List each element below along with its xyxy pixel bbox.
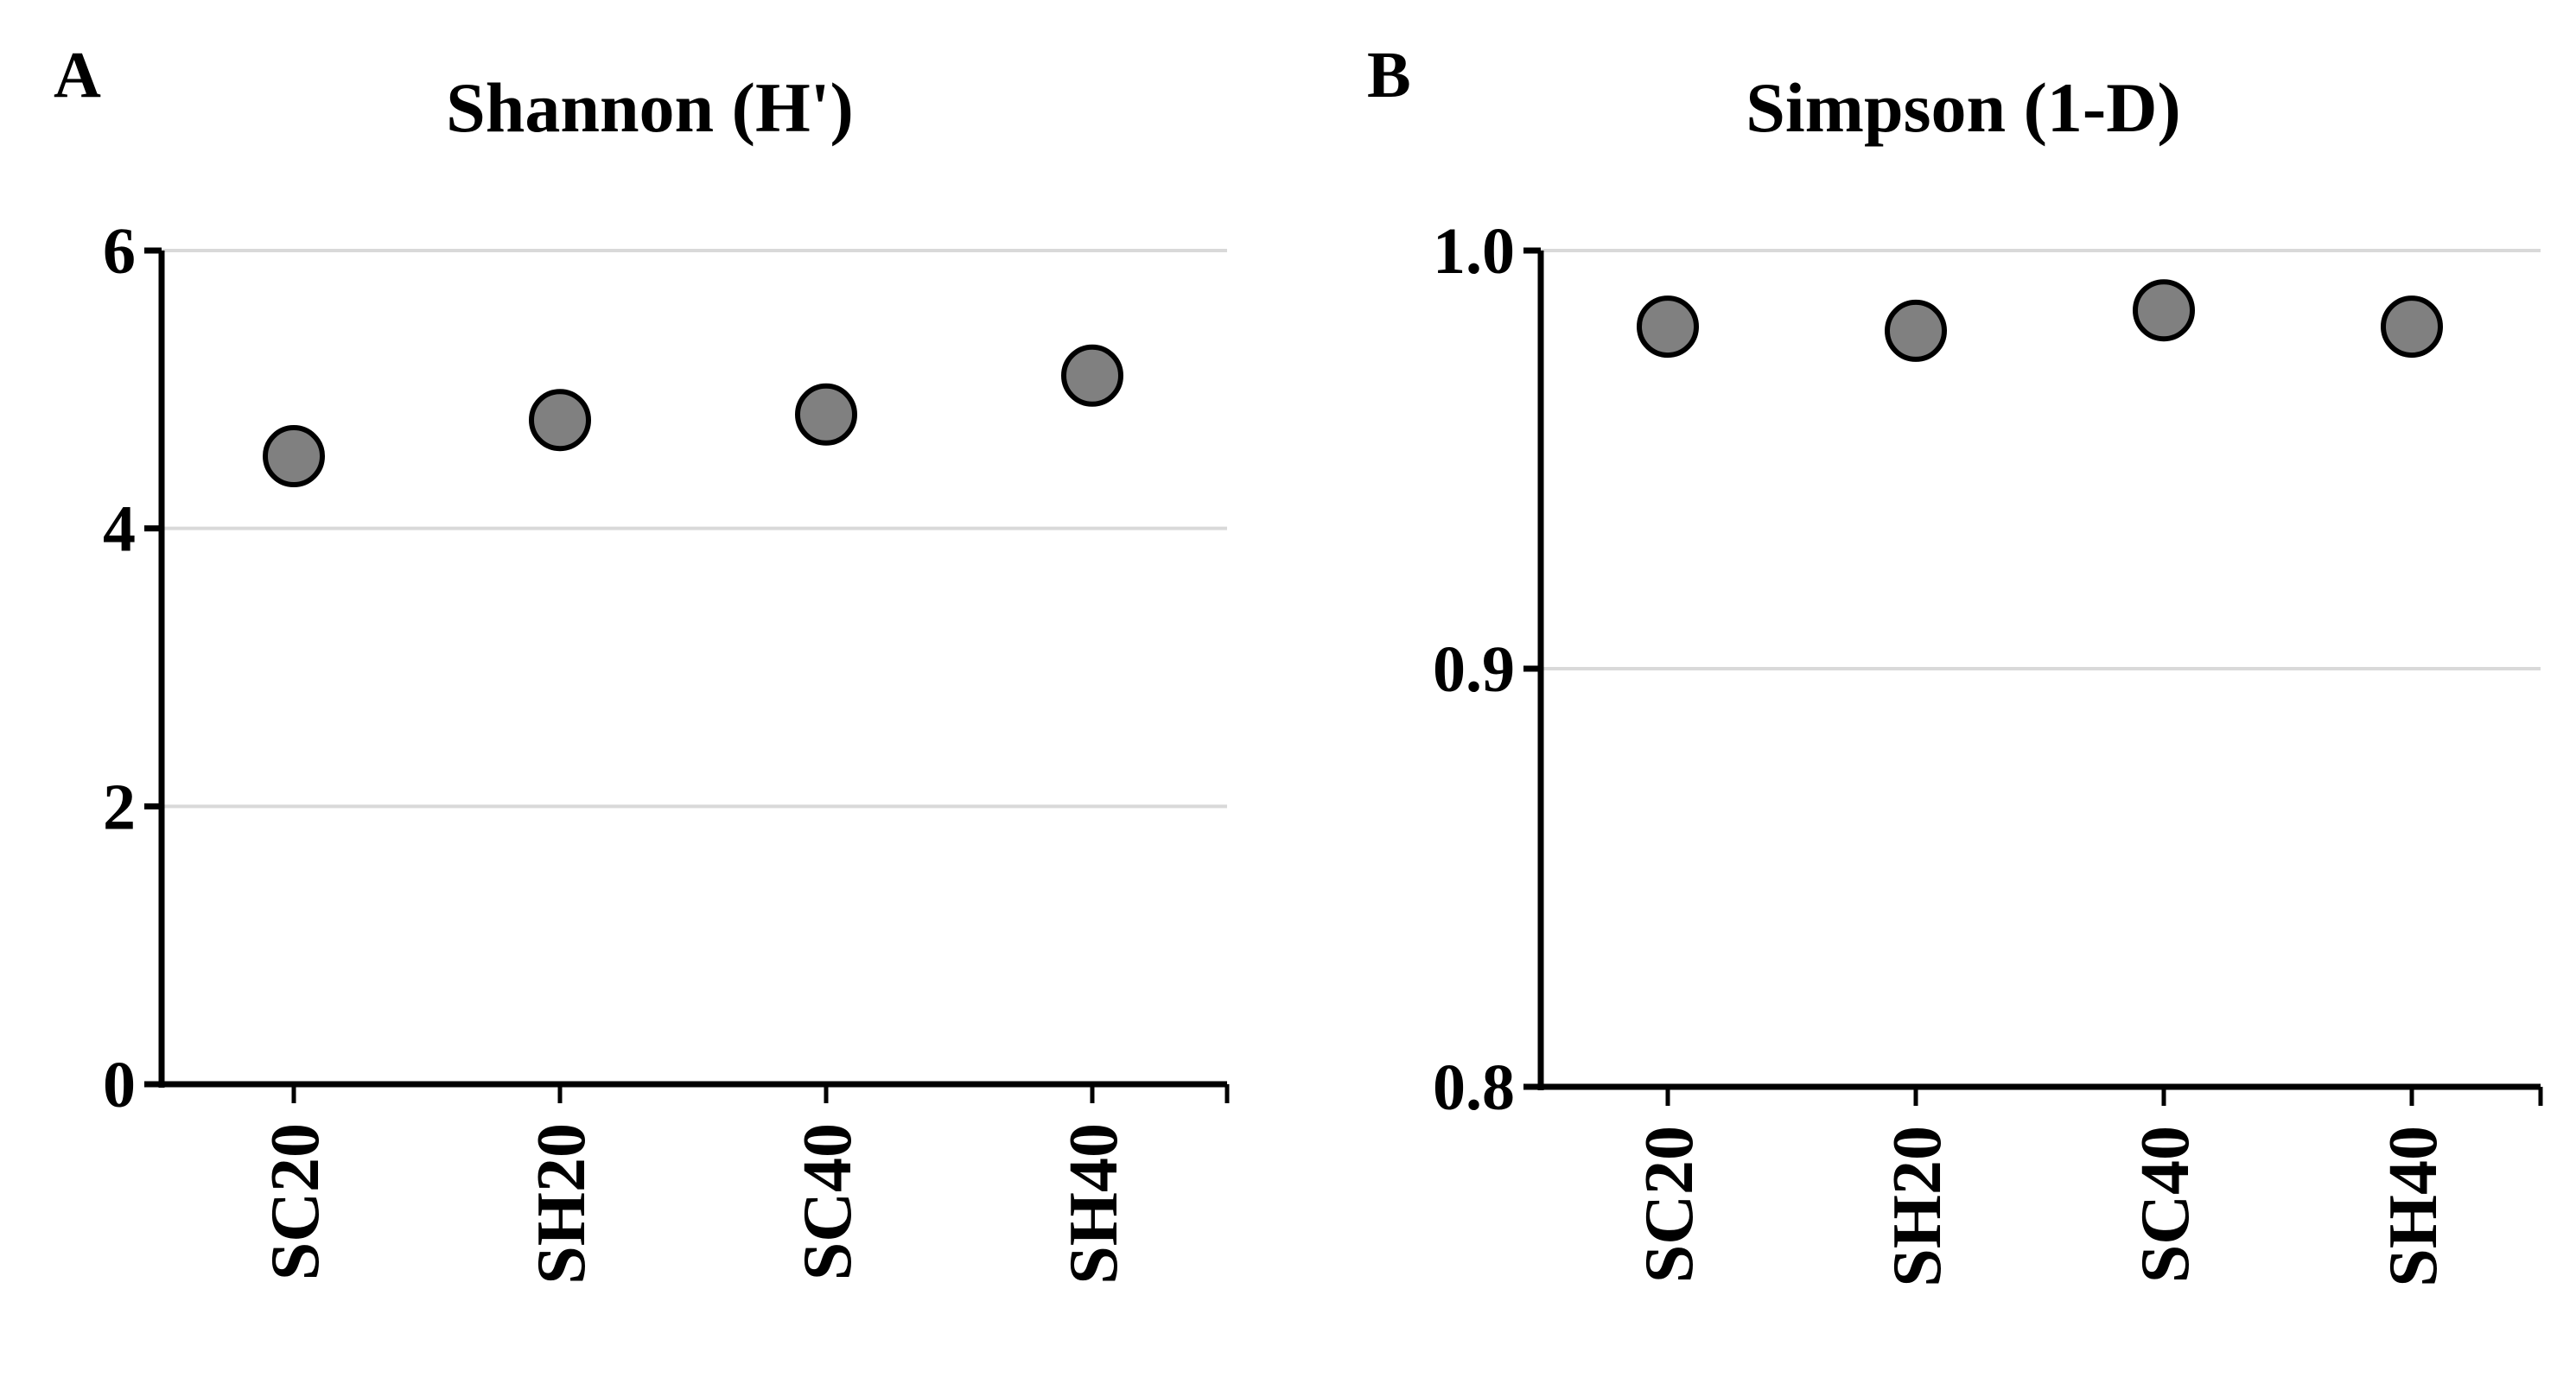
y-tick-label: 1.0 [1433, 215, 1515, 288]
data-point [2381, 295, 2443, 359]
panel-a-y-axis: 0 2 4 6 [103, 215, 165, 1121]
y-tick-label: 6 [103, 215, 136, 288]
panel-a-points [263, 344, 1123, 488]
y-tick-label: 0 [103, 1049, 136, 1121]
x-tick-label: SC40 [2128, 1126, 2204, 1283]
x-tick-label: SH40 [1056, 1123, 1132, 1285]
panel-a-title: Shannon (H') [446, 68, 854, 147]
data-point [1061, 344, 1123, 407]
panel-b-points [1637, 279, 2443, 362]
data-point [1885, 299, 1947, 362]
x-tick-label: SC40 [790, 1123, 866, 1280]
panel-a: A Shannon (H') 0 2 4 6 SC20 SH20 SC40 SH40 [54, 39, 1230, 1285]
panel-b-gridlines [1541, 249, 2541, 670]
y-tick-label: 4 [103, 493, 136, 566]
y-tick-label: 0.8 [1433, 1051, 1515, 1124]
data-point [2133, 279, 2195, 342]
y-tick-label: 2 [103, 771, 136, 843]
x-tick-label: SH40 [2376, 1126, 2452, 1287]
panel-a-gridlines [162, 249, 1227, 809]
data-point [1637, 295, 1699, 359]
panel-b: B Simpson (1-D) 0.8 0.9 1.0 SC20 SH20 SC40 SH… [1367, 39, 2543, 1287]
data-point [795, 383, 857, 446]
y-tick-label: 0.9 [1433, 633, 1515, 706]
panel-b-x-axis: SC20 SH20 SC40 SH40 [1523, 1083, 2543, 1287]
panel-b-label: B [1367, 39, 1411, 111]
x-tick-label: SH20 [524, 1123, 600, 1285]
x-tick-label: SC20 [258, 1123, 334, 1280]
x-tick-label: SH20 [1880, 1126, 1956, 1287]
panel-a-x-axis: SC20 SH20 SC40 SH40 [144, 1081, 1230, 1285]
data-point [263, 425, 325, 488]
panel-b-title: Simpson (1-D) [1746, 68, 2180, 147]
x-tick-label: SC20 [1631, 1126, 1708, 1283]
panel-b-y-axis: 0.8 0.9 1.0 [1433, 215, 1544, 1124]
data-point [529, 389, 591, 452]
panel-a-label: A [54, 39, 101, 111]
